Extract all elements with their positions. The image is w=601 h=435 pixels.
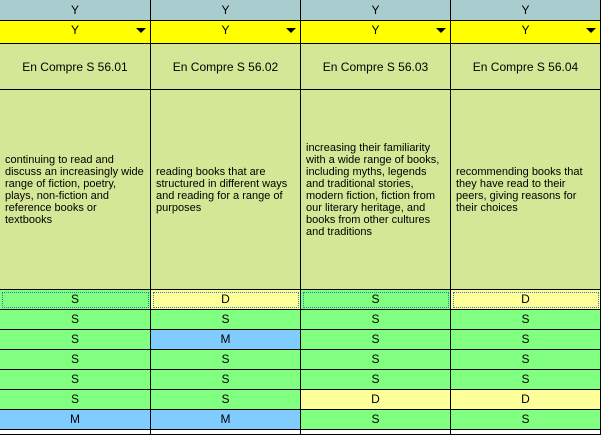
- grade-cell[interactable]: S: [301, 410, 451, 430]
- grade-cell[interactable]: M: [151, 330, 301, 350]
- filter-dropdown[interactable]: Y: [301, 21, 451, 44]
- objective-code: En Compre S 56.03: [301, 44, 451, 90]
- column-header[interactable]: Y: [451, 0, 601, 21]
- description-text: continuing to read and discuss an increa…: [5, 153, 144, 226]
- grade-cell[interactable]: D: [451, 390, 601, 410]
- filter-value: Y: [521, 23, 530, 37]
- column-header[interactable]: Y: [301, 0, 451, 21]
- objective-code: En Compre S 56.04: [451, 44, 601, 90]
- filter-value: Y: [70, 23, 79, 37]
- empty-row-cell[interactable]: [151, 430, 301, 435]
- column-header[interactable]: Y: [0, 0, 151, 21]
- description-text: reading books that are structured in dif…: [156, 165, 288, 214]
- filter-value: Y: [371, 23, 380, 37]
- grade-cell[interactable]: M: [0, 410, 151, 430]
- filter-dropdown[interactable]: Y: [151, 21, 301, 44]
- grade-cell[interactable]: S: [0, 310, 151, 330]
- dropdown-arrow-icon[interactable]: [586, 28, 596, 33]
- grade-cell[interactable]: S: [301, 310, 451, 330]
- grade-cell[interactable]: S: [0, 390, 151, 410]
- dropdown-arrow-icon[interactable]: [286, 28, 296, 33]
- filter-dropdown[interactable]: Y: [451, 21, 601, 44]
- grade-cell[interactable]: D: [301, 390, 451, 410]
- grade-cell[interactable]: S: [451, 330, 601, 350]
- grade-cell[interactable]: S: [151, 370, 301, 390]
- grade-cell[interactable]: S: [0, 370, 151, 390]
- dropdown-arrow-icon[interactable]: [136, 28, 146, 33]
- empty-row-cell[interactable]: [451, 430, 601, 435]
- empty-row-cell[interactable]: [301, 430, 451, 435]
- grade-cell[interactable]: S: [301, 370, 451, 390]
- objective-description: continuing to read and discuss an increa…: [0, 90, 151, 290]
- grade-cell[interactable]: S: [451, 370, 601, 390]
- grade-cell[interactable]: D: [151, 290, 301, 310]
- grade-cell[interactable]: S: [451, 350, 601, 370]
- grade-cell[interactable]: S: [301, 290, 451, 310]
- objective-code: En Compre S 56.02: [151, 44, 301, 90]
- dropdown-arrow-icon[interactable]: [436, 28, 446, 33]
- objective-description: increasing their familiarity with a wide…: [301, 90, 451, 290]
- grade-cell[interactable]: S: [451, 410, 601, 430]
- grade-cell[interactable]: S: [301, 330, 451, 350]
- grade-cell[interactable]: D: [451, 290, 601, 310]
- description-text: increasing their familiarity with a wide…: [306, 141, 440, 238]
- grade-cell[interactable]: S: [151, 350, 301, 370]
- grade-cell[interactable]: S: [151, 310, 301, 330]
- empty-row-cell[interactable]: [0, 430, 151, 435]
- filter-value: Y: [221, 23, 230, 37]
- filter-dropdown[interactable]: Y: [0, 21, 151, 44]
- grade-cell[interactable]: S: [151, 390, 301, 410]
- objective-description: recommending books that they have read t…: [451, 90, 601, 290]
- column-header[interactable]: Y: [151, 0, 301, 21]
- grade-cell[interactable]: S: [0, 330, 151, 350]
- grade-cell[interactable]: S: [301, 350, 451, 370]
- objective-description: reading books that are structured in dif…: [151, 90, 301, 290]
- grade-cell[interactable]: S: [0, 350, 151, 370]
- grade-cell[interactable]: S: [451, 310, 601, 330]
- objective-code: En Compre S 56.01: [0, 44, 151, 90]
- grade-cell[interactable]: S: [0, 290, 151, 310]
- description-text: recommending books that they have read t…: [456, 165, 583, 214]
- grade-cell[interactable]: M: [151, 410, 301, 430]
